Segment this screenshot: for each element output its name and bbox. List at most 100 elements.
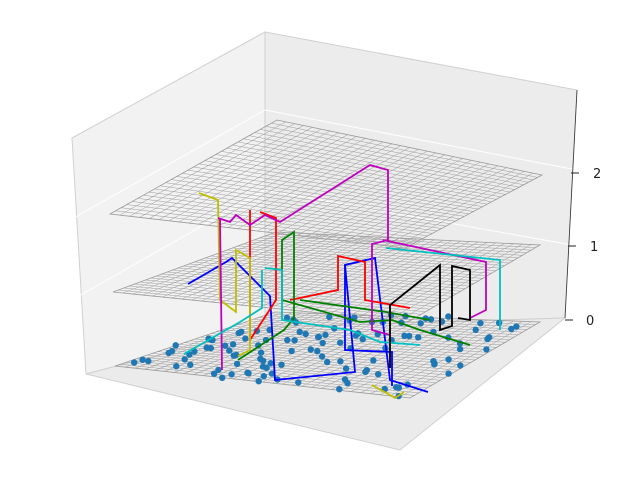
pane-gridlines	[71, 109, 578, 297]
scatter-point	[393, 384, 400, 391]
scatter-point	[352, 332, 360, 339]
route-line-8	[217, 164, 391, 336]
layer-grid-line	[355, 165, 498, 243]
scatter-point	[267, 360, 274, 367]
route-line-13	[183, 270, 263, 355]
route-lines	[183, 164, 501, 400]
scatter-point	[215, 366, 222, 374]
layer-grid-line	[388, 243, 523, 321]
scatter-point	[257, 349, 265, 356]
layer-grid-line	[365, 167, 507, 244]
scatter-point	[427, 316, 435, 323]
layer-grid-line	[398, 244, 532, 322]
scatter-point	[314, 348, 321, 355]
z-tick-label-1: 1	[590, 240, 598, 255]
scatter-point	[284, 336, 291, 344]
scatter-point	[131, 359, 138, 366]
scatter-point	[344, 380, 351, 387]
scatter-point	[187, 361, 194, 368]
layer-grid-line	[259, 237, 527, 253]
layer-grid-line	[260, 129, 529, 183]
scatter-point	[477, 320, 484, 327]
scatter-point	[495, 319, 503, 327]
scatter-point	[513, 323, 520, 330]
scatter-point	[260, 373, 267, 380]
scatter-point	[186, 351, 193, 358]
z-tick-label-2: 2	[593, 167, 601, 182]
scatter-point	[445, 356, 452, 363]
route-line-10	[219, 217, 223, 371]
scatter-point	[362, 368, 369, 375]
scatter-point	[172, 342, 179, 349]
scatter-point	[431, 361, 438, 368]
layer-grid-line	[258, 317, 528, 330]
scatter-point	[233, 360, 241, 368]
scatter-point	[278, 361, 285, 368]
scatter-point	[165, 349, 172, 357]
route-line-12	[385, 247, 501, 330]
scatter-point	[291, 337, 298, 344]
layer-grid-line	[269, 313, 536, 325]
scatter-point	[226, 347, 233, 354]
scatter-point	[508, 325, 515, 333]
route-line-9	[382, 239, 487, 319]
scatter-points	[131, 312, 520, 400]
scatter-point	[370, 357, 377, 364]
route-line-5	[299, 299, 431, 321]
scatter-point	[445, 313, 452, 320]
scatter-point	[210, 370, 218, 377]
scatter-point	[139, 356, 146, 363]
scatter-point	[405, 332, 413, 340]
layer-grid-line	[390, 321, 523, 397]
scatter-point	[318, 353, 326, 360]
scatter-point	[483, 346, 490, 353]
scatter-point	[145, 357, 152, 365]
scatter-point	[337, 339, 344, 346]
scatter-point	[456, 345, 464, 353]
scatter-point	[359, 336, 366, 343]
scatter-point	[268, 370, 276, 377]
z-axis	[564, 89, 579, 321]
scatter-point	[228, 371, 235, 378]
layer-plane-0	[114, 311, 542, 399]
layer-grid-line	[385, 171, 525, 246]
scatter-point	[173, 363, 180, 370]
scatter-point	[302, 330, 309, 338]
scatter-point	[244, 369, 251, 376]
scatter-point	[337, 358, 344, 365]
layer-grid-line	[358, 242, 497, 318]
route-line-1	[344, 265, 393, 386]
scatter-point	[415, 334, 422, 341]
route-line-11	[264, 267, 421, 346]
layer-grid-line	[270, 233, 536, 248]
z-tick-label-0: 0	[586, 314, 594, 329]
scatter-point	[445, 370, 452, 377]
scatter-point	[283, 314, 291, 322]
scatter-point	[230, 352, 237, 359]
scatter-point	[255, 378, 262, 385]
layer-grid-line	[375, 169, 516, 245]
scatter-point	[336, 386, 343, 393]
layer-grid-line	[360, 320, 496, 393]
layer-plane-2	[108, 119, 544, 249]
scatter-point	[288, 347, 295, 355]
layer-grid-line	[400, 321, 532, 398]
scatter-point	[296, 328, 303, 336]
route-line-6	[198, 192, 251, 357]
scatter-point	[375, 371, 382, 378]
scatter-point	[222, 342, 229, 349]
route-line-7	[371, 384, 405, 400]
scatter-point	[203, 344, 210, 351]
layer-grid-line	[395, 172, 534, 248]
scatter-point	[326, 313, 333, 321]
route-line-14	[389, 263, 471, 368]
route-line-0	[187, 256, 429, 393]
scatter-point	[295, 379, 302, 386]
scatter-point	[242, 335, 249, 342]
scatter-point	[457, 362, 464, 369]
scatter-point	[315, 333, 322, 341]
scatter-point	[257, 355, 264, 362]
scatter-point	[484, 335, 491, 343]
